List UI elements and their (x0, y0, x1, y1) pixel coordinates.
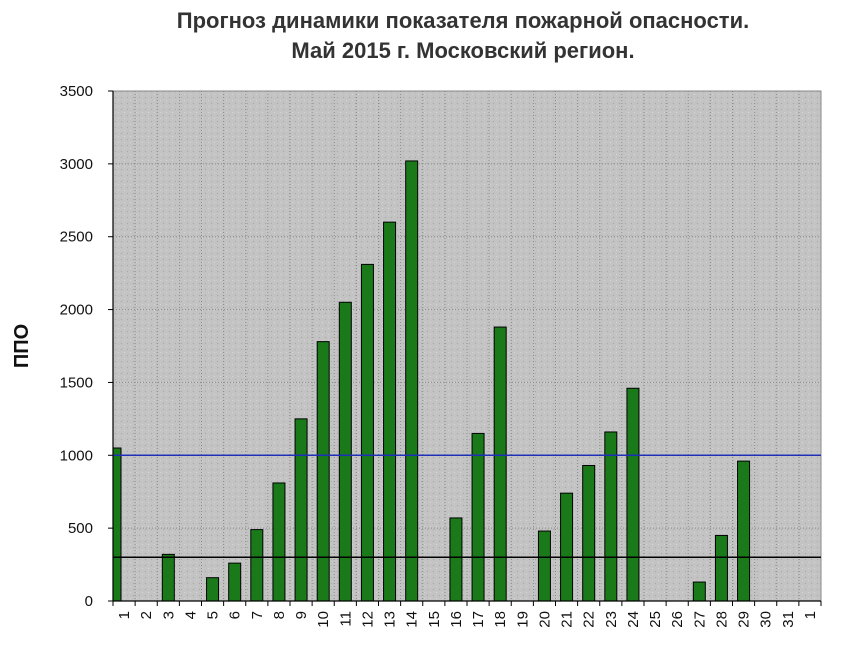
x-tick-label: 29 (736, 611, 753, 628)
bar-6 (228, 562, 242, 602)
x-tick-label: 2 (138, 611, 155, 619)
x-tick-label: 25 (647, 611, 664, 628)
y-axis: 0 500 1000 1500 2000 2500 3000 3500 (60, 83, 114, 610)
bar-10 (316, 341, 330, 602)
bar-27 (692, 581, 706, 602)
x-tick-label: 13 (382, 611, 399, 628)
y-tick-label: 1000 (60, 447, 93, 464)
x-tick-label: 30 (758, 611, 775, 628)
bar-12 (360, 263, 374, 602)
x-axis: 1 2 3 4 5 6 7 8 9 10 11 12 13 14 15 16 17 18 19 20 21 22 23 24 2… (112, 600, 822, 628)
x-tick-label: 17 (470, 611, 487, 628)
x-tick-label: 12 (359, 611, 376, 628)
y-tick-label: 3500 (60, 83, 93, 100)
x-tick-label: 11 (337, 611, 354, 627)
x-tick-label: 16 (448, 611, 465, 628)
y-tick-label: 2000 (60, 302, 93, 319)
bar-28 (714, 534, 728, 602)
x-tick-label: 21 (559, 611, 576, 628)
bar-9 (294, 418, 308, 602)
bars (112, 160, 751, 602)
x-tick-label: 14 (404, 611, 421, 628)
bar-20 (537, 530, 551, 602)
x-tick-label: 23 (603, 611, 620, 628)
reference-lines (113, 454, 821, 559)
x-tick-label: 4 (182, 611, 199, 619)
bar-29 (737, 460, 751, 602)
x-tick-label: 3 (160, 611, 177, 619)
bar-16 (449, 517, 463, 602)
bar-18 (493, 326, 507, 602)
bar-22 (582, 464, 596, 602)
bar-11 (338, 301, 352, 602)
x-tick-label: 1 (802, 611, 819, 619)
y-tick-label: 2500 (60, 229, 93, 246)
y-tick-label: 3000 (60, 156, 93, 173)
bar-3 (161, 553, 175, 602)
y-tick-label: 500 (68, 520, 93, 537)
x-tick-label: 20 (536, 611, 553, 628)
x-tick-label: 19 (514, 611, 531, 628)
x-tick-label: 24 (625, 611, 642, 628)
bar-5 (206, 577, 220, 602)
x-tick-label: 28 (713, 611, 730, 628)
bar-8 (272, 482, 286, 602)
x-tick-label: 6 (227, 611, 244, 619)
bar-21 (560, 492, 574, 602)
bar-24 (626, 387, 640, 602)
x-tick-label: 10 (315, 611, 332, 628)
x-tick-label: 31 (780, 611, 797, 628)
chart-title-line-2: Май 2015 г. Московский регион. (291, 38, 634, 63)
bar-1 (112, 447, 122, 602)
y-tick-label: 0 (85, 593, 93, 610)
x-tick-label: 22 (581, 611, 598, 628)
bar-13 (383, 221, 397, 602)
x-tick-label: 26 (669, 611, 686, 628)
bar-14 (405, 160, 419, 602)
bar-7 (250, 529, 264, 602)
y-tick-label: 1500 (60, 374, 93, 391)
x-tick-label: 7 (249, 611, 266, 619)
y-axis-label: ППО (11, 324, 33, 368)
x-tick-label: 1 (116, 611, 133, 619)
x-tick-label: 18 (492, 611, 509, 628)
x-tick-label: 8 (271, 611, 288, 619)
x-tick-label: 5 (205, 611, 222, 619)
x-tick-label: 27 (691, 611, 708, 628)
chart-title-line-1: Прогноз динамики показателя пожарной опа… (177, 8, 749, 33)
x-tick-label: 9 (293, 611, 310, 619)
x-tick-label: 15 (426, 611, 443, 628)
bar-23 (604, 431, 618, 602)
bar-17 (471, 432, 485, 602)
